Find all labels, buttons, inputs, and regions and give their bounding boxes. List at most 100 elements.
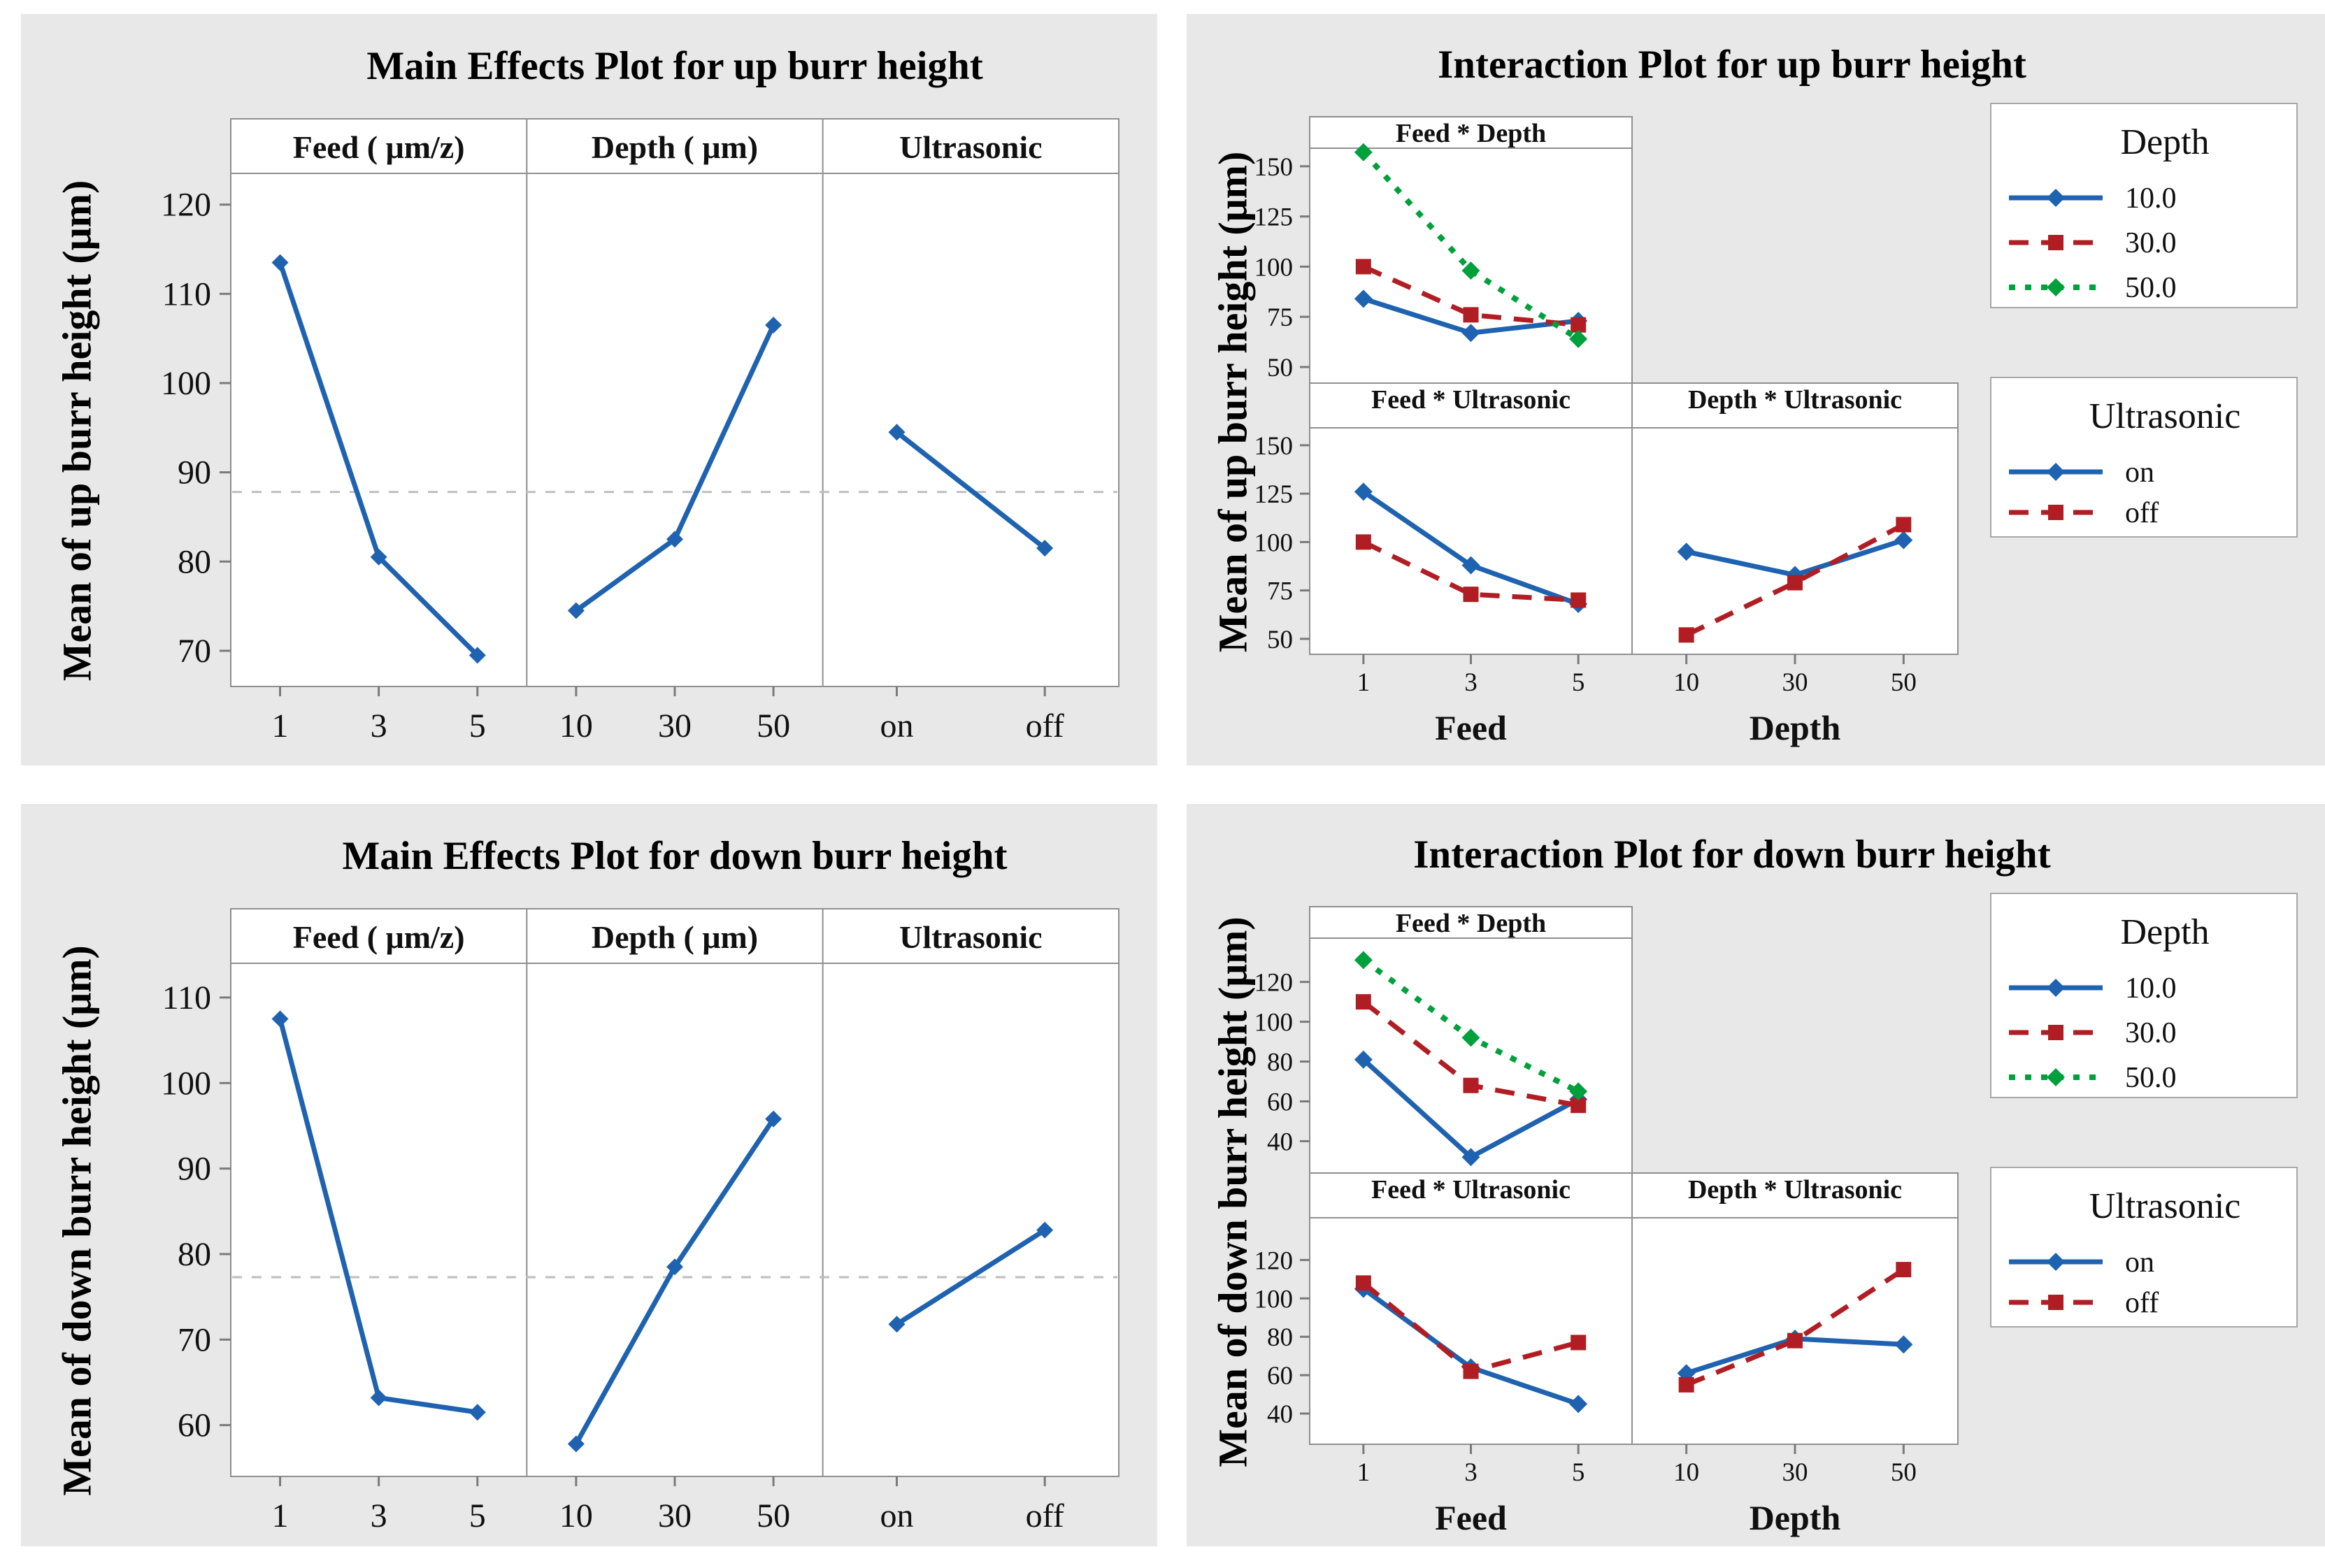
- panel-header: Depth * Ultrasonic: [1688, 1175, 1902, 1204]
- chart-title: Main Effects Plot for down burr height: [342, 834, 1008, 878]
- y-tick-label: 100: [161, 1065, 211, 1102]
- y-tick-label: 80: [1267, 1049, 1293, 1077]
- x-tick-label: 1: [1357, 668, 1371, 697]
- y-tick-label: 150: [1254, 153, 1294, 182]
- y-tick-label: 90: [178, 1151, 211, 1188]
- legend-entry-label: off: [2125, 1287, 2159, 1319]
- data-point: [765, 1110, 782, 1128]
- data-point: [1571, 1335, 1587, 1351]
- x-axis-label: Feed: [1435, 708, 1507, 747]
- legend-title: Depth: [2120, 912, 2209, 952]
- data-point: [1569, 1395, 1588, 1414]
- panel-header: Depth ( μm): [592, 919, 758, 955]
- y-tick-label: 50: [1267, 354, 1293, 382]
- data-point: [1787, 575, 1803, 591]
- x-tick-label: 10: [559, 1497, 593, 1534]
- y-tick-label: 125: [1254, 480, 1294, 509]
- x-tick-label: 5: [469, 1497, 486, 1534]
- series-line: [1685, 1267, 1905, 1388]
- series-line: [1361, 150, 1580, 342]
- x-tick-label: 3: [371, 1497, 387, 1534]
- up-burr-interaction-figure: Interaction Plot for up burr height Mean…: [1187, 14, 2325, 765]
- legend-entry-label: 10.0: [2125, 182, 2177, 215]
- y-tick-label: 110: [162, 275, 211, 312]
- legend-entry-label: 10.0: [2125, 972, 2177, 1005]
- legend-sample-marker: [2048, 1025, 2063, 1040]
- main-effect-line: [895, 1228, 1047, 1327]
- panel-header: Depth * Ultrasonic: [1688, 385, 1902, 415]
- down-burr-interaction-canvas: Feed * Depth Feed * Ultrasonic 1 3 5 Feed Dept…: [1254, 893, 2298, 1537]
- plot-area: [1309, 1217, 1633, 1445]
- legend-sample-marker: [2048, 505, 2063, 520]
- x-axis-label: Depth: [1750, 708, 1841, 747]
- data-point: [567, 602, 585, 619]
- data-point: [1036, 1221, 1054, 1239]
- plot-area: [230, 963, 1119, 1477]
- up-burr-main-effects-canvas: Feed ( μm/z) Depth ( μm) Ultrasonic 70 80 90 1…: [161, 118, 1119, 745]
- x-axis-label: Feed: [1435, 1498, 1507, 1537]
- x-tick-label: off: [1026, 1497, 1064, 1534]
- panel-header-band: [1631, 382, 1959, 429]
- series-line: [1685, 522, 1905, 638]
- data-point: [1678, 1376, 1694, 1393]
- panel-header: Feed ( μm/z): [293, 129, 465, 165]
- chart-title: Main Effects Plot for up burr height: [366, 44, 983, 88]
- legend-sample-marker: [2047, 463, 2065, 481]
- y-tick-label: 100: [1254, 528, 1294, 557]
- legend-sample-marker: [2048, 235, 2063, 250]
- y-tick-label: 90: [178, 454, 211, 491]
- panel-header-band: [1309, 382, 1633, 429]
- y-tick-label: 60: [178, 1407, 211, 1444]
- up-burr-main-effects-figure: Main Effects Plot for up burr height Mea…: [21, 14, 1157, 765]
- y-tick-label: 120: [1254, 969, 1294, 998]
- x-tick-label: 3: [371, 707, 387, 745]
- y-tick-label: 60: [1267, 1088, 1293, 1116]
- y-tick-label: 120: [1254, 1246, 1294, 1275]
- x-tick-label: 5: [469, 707, 486, 745]
- panel-header: Feed * Depth: [1396, 909, 1546, 938]
- y-tick-label: 75: [1267, 303, 1293, 332]
- data-point: [1896, 517, 1912, 533]
- data-point: [1354, 1050, 1373, 1069]
- plot-area: [230, 173, 1119, 687]
- data-point: [1677, 542, 1696, 561]
- panel-header: Feed ( μm/z): [293, 919, 465, 955]
- data-point: [765, 317, 782, 334]
- down-burr-main-effects-canvas: Feed ( μm/z) Depth ( μm) Ultrasonic 60 70 80 9…: [161, 908, 1119, 1534]
- x-tick-label: 1: [1357, 1458, 1371, 1487]
- x-tick-label: 10: [1673, 668, 1699, 697]
- data-point: [1354, 482, 1373, 501]
- legend-sample-marker: [2048, 1295, 2063, 1310]
- legend-entry-label: off: [2125, 497, 2159, 529]
- data-point: [1569, 329, 1588, 348]
- data-point: [1571, 592, 1587, 608]
- y-tick-label: 50: [1267, 626, 1293, 654]
- panel-header-band: [1309, 1172, 1633, 1218]
- data-point: [1354, 951, 1373, 970]
- y-tick-label: 70: [178, 633, 211, 670]
- data-point: [1463, 1363, 1479, 1379]
- data-point: [1461, 324, 1480, 343]
- y-tick-label: 120: [161, 187, 211, 224]
- y-tick-label: 100: [161, 365, 211, 402]
- data-point: [1896, 1262, 1912, 1278]
- data-point: [1036, 540, 1054, 557]
- legend-title: Ultrasonic: [2089, 1186, 2241, 1226]
- x-tick-label: 5: [1572, 1458, 1585, 1487]
- chart-title: Interaction Plot for down burr height: [1413, 833, 2051, 877]
- legend-entry-label: on: [2125, 456, 2154, 489]
- panel-header: Feed * Ultrasonic: [1371, 385, 1571, 415]
- data-point: [1355, 994, 1371, 1010]
- data-point: [888, 1316, 906, 1333]
- plot-area: [1309, 937, 1633, 1174]
- data-point: [271, 1010, 289, 1028]
- y-tick-label: 100: [1254, 1285, 1294, 1314]
- data-point: [1569, 1082, 1588, 1101]
- legend-entry-label: 30.0: [2125, 1017, 2177, 1049]
- x-tick-label: 5: [1572, 668, 1585, 697]
- data-point: [1894, 531, 1913, 549]
- x-tick-label: 10: [1673, 1458, 1699, 1487]
- data-point: [1461, 261, 1480, 280]
- y-tick-label: 40: [1267, 1128, 1293, 1156]
- data-point: [1463, 307, 1479, 323]
